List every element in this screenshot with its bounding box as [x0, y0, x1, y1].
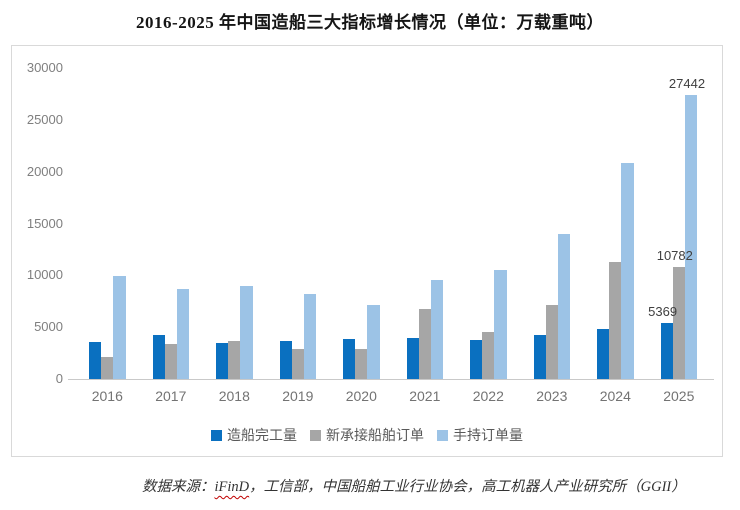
legend-item-手持订单量: 手持订单量 [437, 425, 523, 445]
bar-造船完工量-2023 [533, 335, 546, 379]
bar-手持订单量-2021 [430, 279, 444, 379]
x-axis-tick-label: 2019 [282, 388, 314, 404]
legend-label: 造船完工量 [227, 427, 297, 443]
bar-新承接船舶订单-2017 [164, 344, 177, 379]
x-axis-tick-label: 2022 [472, 388, 504, 404]
bar-新承接船舶订单-2016 [101, 357, 114, 379]
legend-item-造船完工量: 造船完工量 [211, 425, 297, 445]
bar-造船完工量-2017 [152, 334, 165, 379]
data-source-suffix: ，工信部，中国船舶工业行业协会，高工机器人产业研究所（GGII） [249, 479, 686, 495]
y-axis-tick-label: 25000 [26, 111, 63, 127]
legend: 造船完工量 新承接船舶订单 手持订单量 [12, 425, 722, 445]
legend-item-新承接船舶订单: 新承接船舶订单 [310, 425, 424, 445]
x-axis-tick-label: 2025 [663, 388, 695, 404]
x-axis-line [68, 379, 714, 380]
bar-手持订单量-2022 [494, 269, 507, 379]
bar-造船完工量-2018 [216, 343, 229, 379]
bar-新承接船舶订单-2020 [355, 349, 368, 379]
data-source-note: 数据来源：iFinD，工信部，中国船舶工业行业协会，高工机器人产业研究所（GGI… [142, 475, 686, 496]
bar-手持订单量-2019 [303, 294, 317, 379]
bar-新承接船舶订单-2024 [609, 261, 622, 379]
bar-造船完工量-2019 [279, 340, 292, 379]
x-axis-tick-label: 2021 [409, 388, 441, 404]
data-source-ifind: iFinD [214, 479, 250, 495]
data-label: 10782 [656, 248, 693, 264]
bar-手持订单量-2018 [240, 286, 253, 379]
x-axis-tick-label: 2020 [345, 388, 377, 404]
x-axis-tick-label: 2016 [91, 388, 123, 404]
bar-造船完工量-2025 [660, 323, 673, 379]
bar-新承接船舶订单-2021 [418, 309, 431, 379]
bar-新承接船舶订单-2023 [545, 305, 558, 379]
bar-造船完工量-2016 [89, 342, 102, 379]
y-axis-tick-label: 20000 [26, 163, 63, 179]
legend-swatch [310, 429, 321, 441]
bar-造船完工量-2020 [343, 339, 356, 379]
y-axis-tick-label: 15000 [26, 215, 63, 231]
bar-造船完工量-2021 [406, 337, 419, 379]
legend-swatch [211, 429, 222, 441]
x-axis-tick-label: 2023 [536, 388, 568, 404]
bar-手持订单量-2016 [113, 275, 126, 379]
plot-area: 0 5000 10000 15000 20000 25000 30000 2016 2017 20… [12, 46, 722, 456]
legend-label: 手持订单量 [453, 427, 523, 443]
y-axis-tick-label: 5000 [34, 319, 63, 335]
bar-手持订单量-2024 [621, 162, 634, 379]
x-axis-tick-label: 2018 [218, 388, 250, 404]
bar-新承接船舶订单-2022 [482, 331, 495, 379]
legend-swatch [437, 429, 448, 441]
y-axis-tick-label: 30000 [26, 60, 63, 75]
bar-新承接船舶订单-2019 [291, 348, 304, 379]
y-axis-tick-label: 10000 [26, 267, 63, 283]
bar-手持订单量-2025 [684, 94, 698, 379]
data-label: 27442 [668, 75, 706, 91]
bar-新承接船舶订单-2025 [672, 267, 685, 379]
data-label: 5369 [648, 304, 678, 320]
x-axis-tick-label: 2024 [599, 388, 631, 404]
data-source-prefix: 数据来源： [142, 479, 215, 495]
bar-手持订单量-2023 [557, 234, 571, 379]
y-axis-tick-label: 0 [55, 371, 63, 386]
x-axis-tick-label: 2017 [155, 388, 187, 404]
chart-container: 0 5000 10000 15000 20000 25000 30000 2016 2017 20… [11, 45, 723, 457]
bar-造船完工量-2024 [597, 329, 610, 379]
bar-造船完工量-2022 [470, 339, 483, 379]
bar-新承接船舶订单-2018 [228, 340, 241, 379]
legend-label: 新承接船舶订单 [326, 427, 424, 443]
bar-手持订单量-2020 [367, 305, 380, 379]
chart-title: 2016-2025 年中国造船三大指标增长情况（单位：万载重吨） [136, 13, 604, 32]
bar-手持订单量-2017 [176, 288, 190, 379]
